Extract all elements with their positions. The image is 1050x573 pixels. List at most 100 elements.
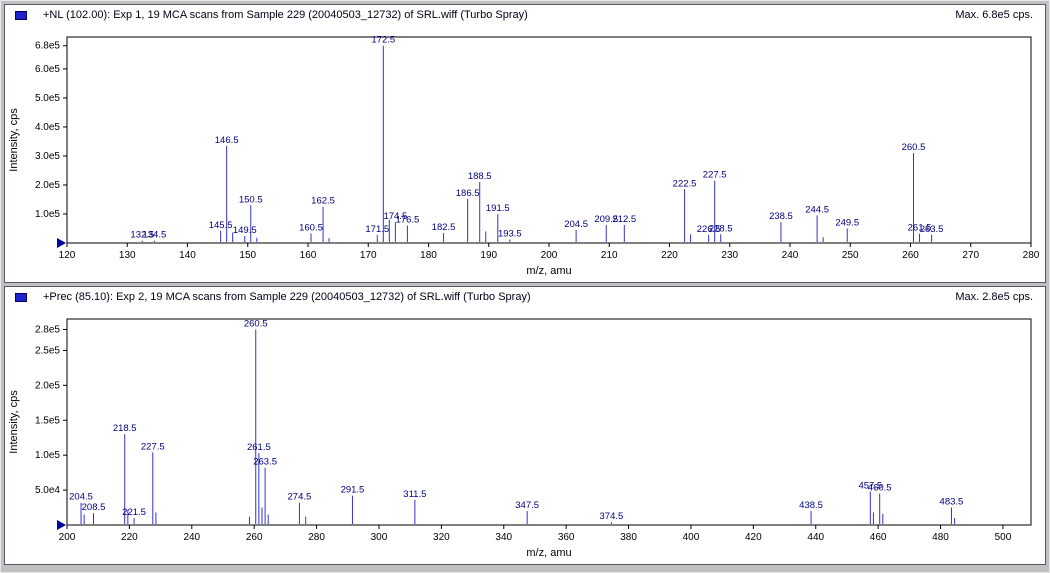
axis-start-marker-icon[interactable] xyxy=(57,238,66,248)
peak-label: 311.5 xyxy=(403,489,426,500)
spectrum-title: +Prec (85.10): Exp 2, 19 MCA scans from … xyxy=(43,291,531,303)
peak-label: 226.5 xyxy=(697,224,721,235)
x-tick-label: 480 xyxy=(932,532,949,543)
x-tick-label: 500 xyxy=(995,532,1012,543)
y-tick-label: 2.5e5 xyxy=(35,345,60,356)
x-tick-label: 240 xyxy=(782,250,799,261)
peak-label: 182.5 xyxy=(432,222,456,233)
x-tick-label: 120 xyxy=(59,250,76,261)
spectrum-title: +NL (102.00): Exp 1, 19 MCA scans from S… xyxy=(43,9,528,21)
y-tick-label: 6.8e5 xyxy=(35,41,60,52)
peak-label: 457.5 xyxy=(858,480,882,491)
peak-label: 347.5 xyxy=(515,500,539,511)
peak-label: 244.5 xyxy=(805,204,829,215)
peak-label: 261.5 xyxy=(908,223,932,234)
y-tick-label: 2.8e5 xyxy=(35,324,60,335)
max-intensity-label: Max. 6.8e5 cps. xyxy=(955,9,1033,21)
active-spectrum-icon[interactable] xyxy=(15,10,27,20)
x-tick-label: 220 xyxy=(121,532,138,543)
x-tick-label: 260 xyxy=(902,250,919,261)
peak-label: 374.5 xyxy=(600,511,624,522)
x-tick-label: 340 xyxy=(495,532,512,543)
x-axis-title: m/z, amu xyxy=(526,265,571,277)
peak-label: 145.5 xyxy=(209,220,233,231)
peak-label: 188.5 xyxy=(468,171,492,182)
peak-label: 274.5 xyxy=(288,492,312,503)
x-tick-label: 160 xyxy=(300,250,317,261)
x-tick-label: 280 xyxy=(1023,250,1040,261)
plot-frame xyxy=(66,318,1032,526)
spectrum-panel-2: +Prec (85.10): Exp 2, 19 MCA scans from … xyxy=(4,286,1046,565)
x-tick-label: 230 xyxy=(721,250,738,261)
peak-label: 291.5 xyxy=(341,485,365,496)
y-tick-label: 2.0e5 xyxy=(35,380,60,391)
peak-label: 172.5 xyxy=(371,35,395,46)
spectrum-plot-2[interactable]: 5.0e4 1.0e5 1.5e5 2.0e5 2.5e5 2.8e5 200 220 240 2… xyxy=(5,305,1045,563)
peak-label: 171.5 xyxy=(365,224,389,235)
peak-label: 160.5 xyxy=(299,222,323,233)
peak-label: 212.5 xyxy=(612,214,636,225)
y-tick-label: 5.0e4 xyxy=(35,485,60,496)
peak-label: 209.5 xyxy=(594,214,618,225)
peak-label: 149.5 xyxy=(233,225,257,236)
spectrum-panel-1: +NL (102.00): Exp 1, 19 MCA scans from S… xyxy=(4,4,1046,283)
x-tick-label: 260 xyxy=(246,532,263,543)
x-tick-label: 240 xyxy=(183,532,200,543)
peak-label: 146.5 xyxy=(215,135,239,146)
panel-2-header: +Prec (85.10): Exp 2, 19 MCA scans from … xyxy=(5,287,1045,305)
x-tick-label: 150 xyxy=(239,250,256,261)
peak-label: 186.5 xyxy=(456,188,480,199)
peak-label: 221.5 xyxy=(122,507,146,518)
plot-frame xyxy=(66,36,1032,244)
x-tick-label: 210 xyxy=(601,250,618,261)
peak-label: 228.5 xyxy=(709,223,733,234)
y-tick-label: 1.5e5 xyxy=(35,415,60,426)
peak-label: 227.5 xyxy=(703,170,727,181)
spectrum-plot-1[interactable]: 1.0e5 2.0e5 3.0e5 4.0e5 5.0e5 6.0e5 6.8e5 120 13… xyxy=(5,23,1045,281)
peak-label: 222.5 xyxy=(673,178,697,189)
peak-label: 208.5 xyxy=(82,502,106,513)
peak-label: 260.5 xyxy=(902,142,926,153)
peak-label: 174.5 xyxy=(383,211,407,222)
y-tick-label: 5.0e5 xyxy=(35,93,60,104)
peak-label: 263.5 xyxy=(920,224,944,235)
max-intensity-label: Max. 2.8e5 cps. xyxy=(955,291,1033,303)
peak-label: 191.5 xyxy=(486,203,510,214)
y-tick-label: 1.0e5 xyxy=(35,450,60,461)
active-spectrum-icon[interactable] xyxy=(15,292,27,302)
x-tick-label: 460 xyxy=(870,532,887,543)
peak-label: 261.5 xyxy=(247,442,271,453)
y-tick-label: 3.0e5 xyxy=(35,151,60,162)
peak-label: 150.5 xyxy=(239,194,263,205)
peak-label: 460.5 xyxy=(868,483,892,494)
x-axis-title: m/z, amu xyxy=(526,547,571,559)
y-tick-label: 4.0e5 xyxy=(35,122,60,133)
x-tick-label: 320 xyxy=(433,532,450,543)
x-tick-label: 400 xyxy=(683,532,700,543)
peak-label: 162.5 xyxy=(311,196,335,207)
x-tick-label: 130 xyxy=(119,250,136,261)
peak-label: 238.5 xyxy=(769,211,793,222)
peak-label: 438.5 xyxy=(799,500,823,511)
x-tick-label: 170 xyxy=(360,250,377,261)
peak-label: 483.5 xyxy=(940,497,964,508)
x-tick-label: 360 xyxy=(558,532,575,543)
peak-label: 193.5 xyxy=(498,229,522,240)
peak-label: 204.5 xyxy=(564,219,588,230)
x-tick-label: 220 xyxy=(661,250,678,261)
axis-start-marker-icon[interactable] xyxy=(57,520,66,530)
y-axis-title: Intensity, cps xyxy=(8,390,20,454)
panel-1-header: +NL (102.00): Exp 1, 19 MCA scans from S… xyxy=(5,5,1045,23)
y-tick-label: 1.0e5 xyxy=(35,209,60,220)
x-tick-label: 440 xyxy=(807,532,824,543)
peak-label: 263.5 xyxy=(253,457,277,468)
x-tick-label: 200 xyxy=(541,250,558,261)
x-tick-label: 180 xyxy=(420,250,437,261)
peak-label: 227.5 xyxy=(141,441,165,452)
peak-label: 249.5 xyxy=(835,217,859,228)
x-tick-label: 140 xyxy=(179,250,196,261)
peak-label: 204.5 xyxy=(69,492,93,503)
peak-label: 176.5 xyxy=(396,215,420,226)
peak-label: 132.5 xyxy=(130,230,154,241)
